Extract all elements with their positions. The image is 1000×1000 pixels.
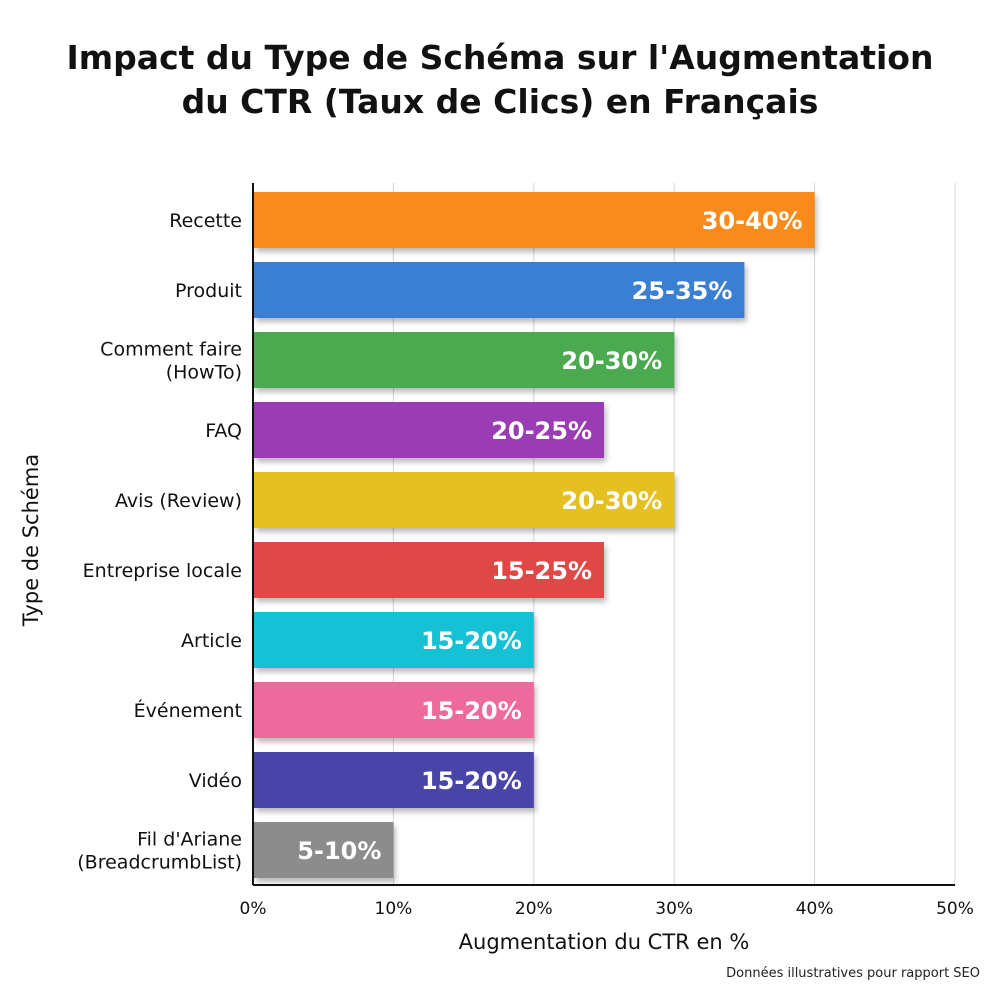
bar <box>254 192 815 248</box>
y-axis-label: Type de Schéma <box>19 454 43 627</box>
bar <box>254 822 394 878</box>
category-label: Produit <box>175 280 242 302</box>
bar <box>254 472 675 528</box>
x-tick-label: 0% <box>240 899 267 919</box>
x-tick-label: 40% <box>796 899 834 919</box>
bar-value-label: 5-10% <box>297 837 381 865</box>
x-tick-label: 30% <box>655 899 693 919</box>
bar-value-label: 15-20% <box>421 697 522 725</box>
category-label: Comment faire <box>100 339 242 361</box>
category-label: (HowTo) <box>166 362 242 384</box>
category-label: Entreprise locale <box>83 560 242 582</box>
bar-value-label: 15-20% <box>421 767 522 795</box>
bar <box>254 402 604 458</box>
category-label: Article <box>181 630 242 652</box>
footnote: Données illustratives pour rapport SEO <box>726 966 980 981</box>
bar <box>254 542 604 598</box>
category-label: Fil d'Ariane <box>137 829 242 851</box>
x-tick-label: 50% <box>936 899 974 919</box>
bar-value-label: 15-25% <box>491 557 592 585</box>
bar-value-label: 25-35% <box>632 277 733 305</box>
bar <box>254 612 534 668</box>
category-label: Événement <box>134 699 242 722</box>
category-label: Avis (Review) <box>115 490 242 512</box>
category-label: Recette <box>169 210 242 232</box>
bar-value-label: 30-40% <box>702 207 803 235</box>
x-axis-label: Augmentation du CTR en % <box>459 930 750 954</box>
bar <box>254 262 745 318</box>
bar-value-label: 20-30% <box>561 487 662 515</box>
category-label: (BreadcrumbList) <box>77 852 242 874</box>
bar <box>254 332 675 388</box>
bar <box>254 752 534 808</box>
bar-value-label: 15-20% <box>421 627 522 655</box>
x-tick-label: 10% <box>375 899 413 919</box>
x-tick-label: 20% <box>515 899 553 919</box>
category-label: Vidéo <box>189 770 242 792</box>
category-label: FAQ <box>205 420 242 442</box>
chart-title-line-1: Impact du Type de Schéma sur l'Augmentat… <box>66 38 934 77</box>
chart-title-line-2: du CTR (Taux de Clics) en Français <box>181 82 819 121</box>
bar-value-label: 20-25% <box>491 417 592 445</box>
chart-title: Impact du Type de Schéma sur l'Augmentat… <box>0 36 1000 124</box>
bar-value-label: 20-30% <box>561 347 662 375</box>
bar <box>254 682 534 738</box>
